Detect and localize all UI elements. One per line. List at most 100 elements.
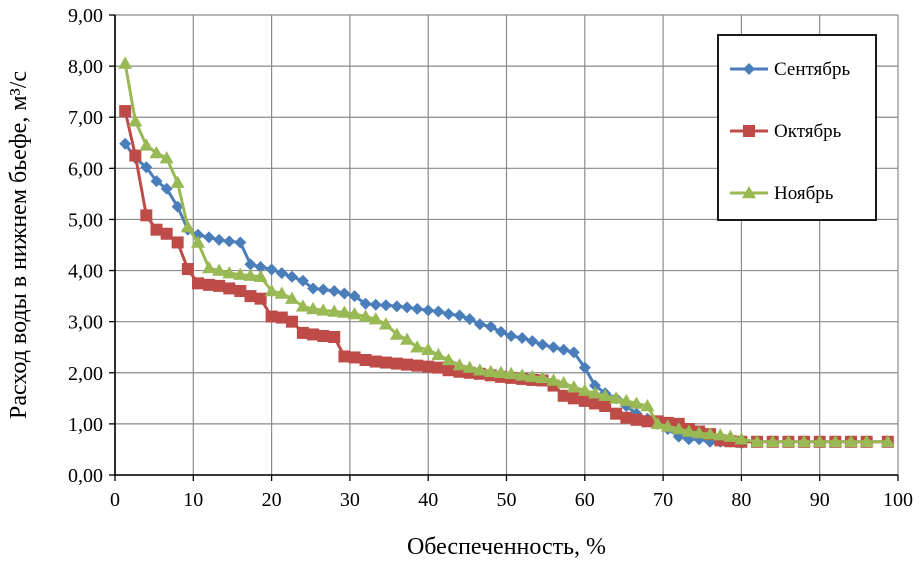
data-point <box>610 407 623 420</box>
data-point <box>160 227 173 240</box>
data-point <box>378 317 393 330</box>
data-point <box>495 325 508 338</box>
legend-marker <box>743 63 755 75</box>
y-tick-label: 0,00 <box>68 465 103 487</box>
data-point <box>128 114 143 127</box>
data-point <box>620 411 633 424</box>
data-point <box>556 376 571 389</box>
data-point <box>285 270 298 283</box>
data-point <box>328 285 341 297</box>
data-point <box>546 373 561 386</box>
data-point <box>599 400 612 412</box>
x-tick-label: 50 <box>497 489 517 511</box>
data-point <box>338 350 351 363</box>
data-point <box>234 236 247 249</box>
data-point <box>212 263 227 276</box>
data-point <box>379 356 392 369</box>
data-point <box>190 235 205 248</box>
data-point <box>765 434 780 448</box>
data-point <box>328 331 341 343</box>
data-point <box>567 392 580 405</box>
legend-entry: Сентябрь <box>730 59 850 80</box>
data-point <box>441 353 456 366</box>
data-point <box>588 397 601 410</box>
y-tick-label: 9,00 <box>68 5 103 27</box>
data-point <box>359 297 372 310</box>
data-point <box>750 434 765 448</box>
x-tick-labels: 0 10 20 30 40 50 60 70 80 90 100 <box>110 489 913 511</box>
data-point <box>660 419 675 432</box>
data-point <box>504 366 519 380</box>
data-point <box>880 434 895 448</box>
data-point <box>358 309 373 322</box>
data-point <box>432 361 445 374</box>
x-axis-title: Обеспеченность, % <box>407 534 606 560</box>
data-point <box>515 368 530 381</box>
data-point <box>859 434 874 448</box>
data-point <box>150 223 163 236</box>
data-point <box>149 146 164 159</box>
y-tick-label: 5,00 <box>68 209 103 231</box>
data-point <box>494 365 509 379</box>
legend-label: Сентябрь <box>774 59 850 80</box>
y-tick-label: 4,00 <box>68 261 103 283</box>
data-point <box>411 359 424 372</box>
data-point <box>401 358 414 371</box>
data-point <box>119 105 132 118</box>
data-point <box>598 388 613 402</box>
data-point <box>432 305 445 318</box>
data-point <box>180 220 195 233</box>
data-point <box>316 303 331 316</box>
x-tick-label: 90 <box>810 489 830 511</box>
data-point <box>284 291 299 304</box>
y-tick-labels: 0,00 1,00 2,00 3,00 4,00 5,00 6,00 7,00 8,00 9,00 <box>68 5 103 487</box>
data-point <box>348 351 361 364</box>
data-point <box>359 354 372 366</box>
data-point <box>650 416 665 430</box>
data-point <box>557 343 570 356</box>
x-tick-label: 0 <box>110 489 120 511</box>
data-point <box>254 292 267 305</box>
data-point <box>317 329 330 342</box>
data-point <box>473 318 486 331</box>
x-tick-label: 20 <box>262 489 282 511</box>
data-point <box>462 360 477 373</box>
data-point <box>140 161 153 174</box>
data-point <box>369 355 382 368</box>
data-point <box>588 379 601 392</box>
data-point <box>348 290 361 303</box>
data-point <box>844 434 859 448</box>
data-point <box>566 380 581 393</box>
data-point <box>630 413 643 426</box>
data-point <box>516 332 529 345</box>
data-point <box>253 269 268 282</box>
data-point <box>619 393 634 407</box>
data-point <box>641 415 654 428</box>
data-point <box>275 311 288 324</box>
data-point <box>421 342 436 356</box>
data-point <box>369 298 382 311</box>
x-tick-label: 70 <box>653 489 673 511</box>
data-point <box>222 266 237 279</box>
data-point <box>201 261 216 274</box>
data-point <box>452 358 467 371</box>
data-point <box>401 301 414 314</box>
data-point <box>734 432 749 445</box>
data-point <box>233 267 248 280</box>
data-point <box>713 428 728 441</box>
legend-label: Октябрь <box>774 121 842 142</box>
data-point <box>567 346 580 359</box>
x-tick-label: 60 <box>575 489 595 511</box>
data-point <box>307 282 320 295</box>
data-point <box>535 370 550 384</box>
data-point <box>431 347 446 361</box>
data-point <box>411 302 424 315</box>
data-point <box>337 305 352 318</box>
data-point <box>681 424 696 437</box>
data-point <box>295 299 310 312</box>
data-point <box>368 312 383 325</box>
data-point <box>557 389 570 402</box>
data-point <box>213 279 226 292</box>
data-point <box>275 267 288 280</box>
